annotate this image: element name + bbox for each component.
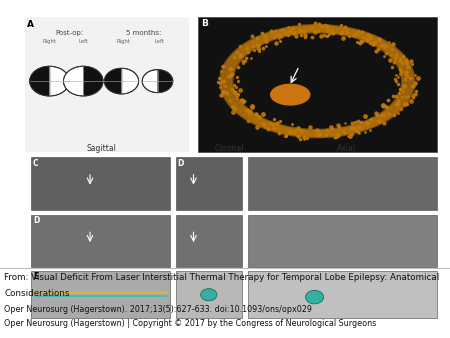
Text: D: D	[33, 216, 39, 225]
Text: B: B	[201, 19, 207, 28]
Bar	[176, 157, 242, 210]
Bar	[31, 215, 170, 267]
Text: Right: Right	[42, 39, 57, 44]
Circle shape	[63, 66, 103, 96]
Bar	[248, 157, 437, 210]
Text: E: E	[33, 272, 38, 282]
Text: D: D	[177, 159, 184, 168]
Text: Left: Left	[78, 39, 88, 44]
Text: Right: Right	[117, 39, 131, 44]
Wedge shape	[30, 66, 50, 96]
Text: C: C	[33, 159, 39, 168]
Circle shape	[306, 290, 324, 304]
Bar	[176, 215, 242, 267]
Text: From: Visual Deficit From Laser Interstitial Thermal Therapy for Temporal Lobe E: From: Visual Deficit From Laser Intersti…	[4, 273, 440, 282]
Text: Post-op:: Post-op:	[56, 30, 84, 37]
Circle shape	[201, 289, 217, 301]
Text: Coronal: Coronal	[215, 144, 244, 153]
Bar	[31, 157, 170, 210]
Bar	[248, 271, 437, 318]
Text: Oper Neurosurg (Hagerstown). 2017;13(5):627-633. doi:10.1093/ons/opx029: Oper Neurosurg (Hagerstown). 2017;13(5):…	[4, 305, 312, 314]
Circle shape	[104, 68, 139, 94]
Ellipse shape	[270, 84, 310, 106]
Text: Oper Neurosurg (Hagerstown) | Copyright © 2017 by the Congress of Neurological S: Oper Neurosurg (Hagerstown) | Copyright …	[4, 319, 377, 329]
Text: Axial: Axial	[337, 144, 356, 153]
Wedge shape	[83, 66, 103, 96]
Circle shape	[30, 66, 69, 96]
Bar	[248, 215, 437, 267]
Text: Sagittal: Sagittal	[86, 144, 116, 153]
Text: A: A	[27, 20, 34, 29]
Wedge shape	[104, 68, 122, 94]
Circle shape	[142, 70, 173, 93]
Text: Considerations: Considerations	[4, 289, 70, 298]
Wedge shape	[158, 70, 173, 93]
Bar	[31, 271, 170, 318]
Bar	[198, 17, 436, 152]
Bar	[25, 17, 189, 152]
Text: Left: Left	[155, 39, 165, 44]
Text: 5 months:: 5 months:	[126, 30, 162, 37]
Bar	[176, 271, 242, 318]
